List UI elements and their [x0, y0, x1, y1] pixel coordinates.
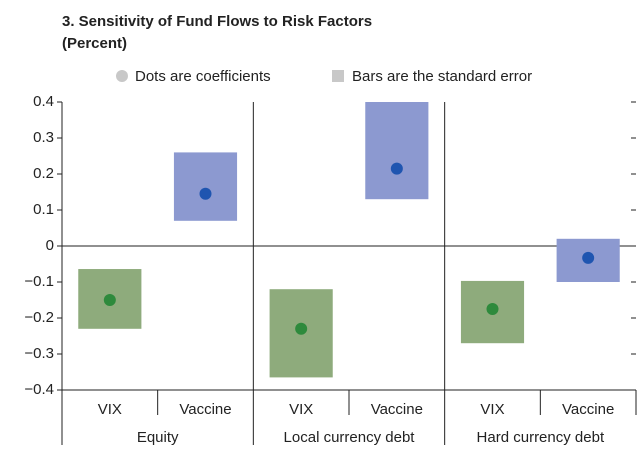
y-tick-label: 0: [46, 237, 54, 254]
y-tick-label: −0.2: [24, 309, 54, 326]
y-tick-label: −0.1: [24, 273, 54, 290]
chart-title: 3. Sensitivity of Fund Flows to Risk Fac…: [62, 13, 372, 30]
chart-subtitle: (Percent): [62, 35, 127, 52]
x-tick-label: Vaccine: [179, 401, 231, 418]
coefficient-dot: [103, 294, 116, 306]
group-label: Hard currency debt: [477, 429, 605, 446]
x-tick-label: Vaccine: [371, 401, 423, 418]
legend-dot: [116, 70, 128, 82]
legend-box: [332, 70, 344, 82]
coefficient-dot: [295, 322, 308, 335]
legend-label: Bars are the standard error: [352, 68, 532, 85]
coefficient-dot: [390, 162, 403, 175]
y-tick-label: 0.1: [33, 201, 54, 218]
x-tick-label: VIX: [98, 401, 122, 418]
legend-label: Dots are coefficients: [135, 68, 271, 85]
y-tick-label: −0.4: [24, 381, 54, 398]
y-tick-label: 0.2: [33, 165, 54, 182]
coefficient-dot: [582, 251, 595, 264]
x-tick-label: VIX: [480, 401, 504, 418]
y-tick-label: 0.3: [33, 129, 54, 146]
y-tick-label: 0.4: [33, 93, 54, 110]
coefficient-dot: [486, 303, 499, 315]
coefficient-dot: [199, 187, 212, 200]
group-label: Equity: [137, 429, 179, 446]
error-box: [173, 152, 238, 221]
x-tick-label: VIX: [289, 401, 313, 418]
y-tick-label: −0.3: [24, 345, 54, 362]
error-box: [365, 102, 429, 200]
group-label: Local currency debt: [284, 429, 416, 446]
x-tick-label: Vaccine: [562, 401, 614, 418]
